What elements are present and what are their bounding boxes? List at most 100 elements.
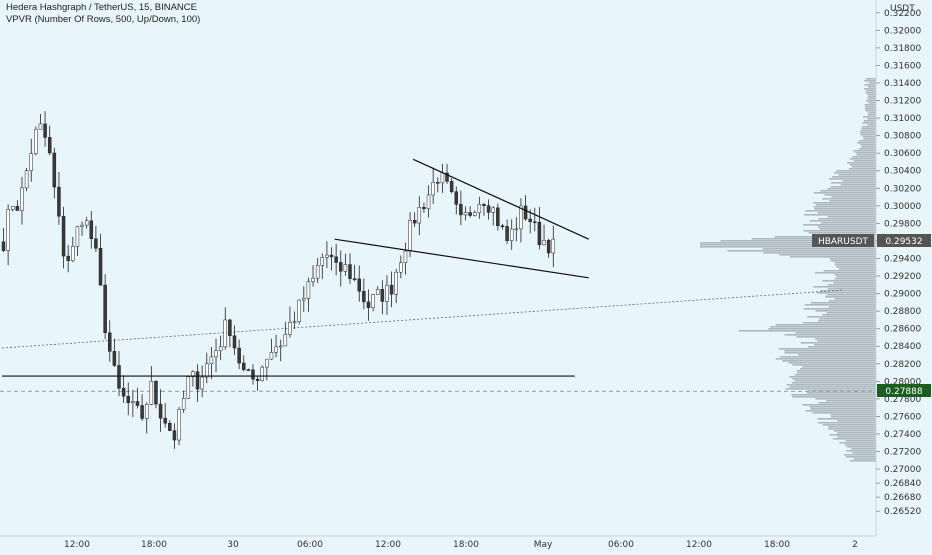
current-symbol-label: HBARUSDT (818, 237, 869, 247)
candle-down (366, 301, 371, 308)
price-tick-label: 0.30800 (884, 132, 921, 142)
volume-profile-bar (860, 144, 876, 146)
volume-profile-bar (791, 394, 876, 396)
volume-profile-bar (863, 116, 876, 118)
candle-down (232, 335, 237, 349)
volume-profile-bar (865, 100, 876, 102)
volume-profile-bar (866, 90, 876, 92)
drawn-lines[interactable] (2, 158, 589, 377)
volume-profile-bar (784, 350, 876, 352)
price-tick-label: 0.28200 (884, 360, 921, 370)
candle-down (528, 218, 532, 222)
candle-down (61, 215, 66, 257)
candle-down (486, 205, 491, 213)
wedge-lower-line[interactable] (334, 238, 589, 279)
price-tick-label: 0.27600 (884, 412, 921, 422)
volume-profile-bar (805, 410, 876, 412)
volume-profile-bar (846, 456, 876, 458)
price-axis[interactable]: USDT 0.32200 0.32000 0.31800 0.31600 0.31400… (875, 0, 932, 550)
volume-profile-bar (799, 368, 876, 370)
volume-profile-bar (830, 182, 876, 184)
price-tick-label: 0.31800 (884, 44, 921, 54)
volume-profile-bar (809, 406, 876, 408)
candle-up (477, 204, 482, 214)
candle-up (306, 281, 311, 299)
candle-up (144, 404, 149, 419)
candle-up (431, 182, 435, 196)
candle-up (149, 381, 154, 405)
volume-profile-bar (867, 124, 876, 126)
volume-profile-bar (828, 426, 876, 428)
price-tick-label: 0.30400 (884, 167, 921, 177)
candle-down (505, 226, 509, 241)
price-tick-label: 0.30600 (884, 149, 921, 159)
candle-down (52, 152, 57, 188)
candle-up (343, 264, 348, 272)
volume-profile-bar (782, 360, 876, 362)
volume-profile-bar (850, 460, 876, 462)
candle-down (352, 278, 357, 280)
volume-profile-bar (864, 80, 876, 82)
volume-profile-bar (853, 458, 876, 460)
candle-up (426, 194, 431, 210)
volume-profile-bar (813, 192, 876, 194)
candle-up (20, 187, 24, 211)
volume-profile-bar (827, 216, 876, 218)
volume-profile-bar (864, 106, 876, 108)
candle-up (399, 262, 403, 273)
candle-up (214, 350, 218, 358)
candle-down (362, 291, 366, 303)
volume-profile-bar (826, 312, 876, 314)
candle-up (131, 401, 135, 403)
volume-profile-bar (792, 364, 876, 366)
volume-profile (700, 78, 876, 462)
volume-profile-bar (817, 418, 876, 420)
volume-profile-bar (796, 370, 876, 372)
volume-profile-bar (809, 220, 876, 222)
volume-profile-bar (802, 366, 876, 368)
candle-up (385, 284, 389, 302)
volume-profile-bar (840, 184, 876, 186)
candle-up (375, 289, 380, 295)
wedge-upper-line[interactable] (412, 158, 589, 240)
candle-down (422, 207, 426, 210)
volume-profile-bar (818, 218, 876, 220)
volume-profile-bar (770, 326, 876, 328)
volume-profile-bar (778, 348, 876, 350)
candle-up (205, 363, 209, 378)
candle-down (523, 205, 528, 220)
volume-profile-bar (837, 436, 876, 438)
volume-profile-bar (849, 164, 876, 166)
volume-profile-bar (830, 186, 876, 188)
volume-profile-bar (842, 180, 876, 182)
volume-profile-bar (855, 152, 876, 154)
volume-profile-bar (864, 84, 876, 86)
volume-profile-bar (795, 332, 876, 334)
volume-profile-bar (802, 404, 876, 406)
price-tick-label: 0.29000 (884, 290, 921, 300)
volume-profile-bar (867, 94, 876, 96)
candle-down (43, 123, 47, 138)
volume-profile-bar (834, 274, 876, 276)
candle-down (163, 417, 167, 424)
candle-down (459, 204, 463, 216)
volume-profile-bar (768, 328, 876, 330)
time-tick-label: 18:00 (453, 540, 479, 550)
volume-profile-bar (779, 254, 876, 256)
volume-profile-bar (834, 262, 876, 264)
time-axis[interactable]: 12:00 18:00 30 06:00 12:00 18:00 May 06:00 12:00… (0, 535, 876, 550)
volume-profile-bar (867, 86, 876, 88)
volume-profile-bar (845, 440, 876, 442)
volume-profile-bar (817, 340, 876, 342)
candle-down (237, 347, 241, 364)
volume-profile-bar (868, 112, 876, 114)
candle-down (195, 371, 200, 390)
volume-profile-bar (813, 286, 876, 288)
chart-legend[interactable]: Hedera Hashgraph / TetherUS, 15, BINANCE… (6, 2, 200, 26)
volume-profile-bar (796, 336, 876, 338)
price-tick-label: 0.27400 (884, 430, 921, 440)
volume-profile-bar (816, 204, 876, 206)
volume-profile-bar (830, 414, 876, 416)
